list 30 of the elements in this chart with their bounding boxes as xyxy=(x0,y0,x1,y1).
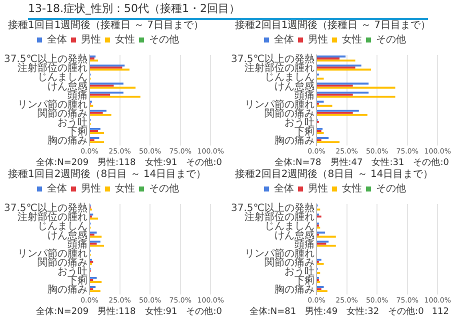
text: 全体:N=78 男性:47 女性:31 その他:0 xyxy=(274,158,449,169)
legend-label: 男性 xyxy=(81,34,101,46)
y-tick-label: 胸の痛み xyxy=(47,134,88,147)
legend-label: 男性 xyxy=(308,34,328,46)
legend-label: 女性 xyxy=(342,34,362,46)
text: 13-18.症状_性別：50代（接種1・2回目） xyxy=(27,1,241,17)
legend-label: その他 xyxy=(149,34,179,46)
legend-label: 女性 xyxy=(342,182,362,195)
legend-label: 男性 xyxy=(81,182,101,195)
legend-label: 男性 xyxy=(308,182,328,195)
legend-label: 全体 xyxy=(47,182,67,195)
text: 全体:N=209 男性:118 女性:91 その他:0 xyxy=(36,158,222,169)
legend-label: その他 xyxy=(149,182,179,195)
y-tick-label: 胸の痛み xyxy=(274,284,314,296)
chart-title: 接種1回目1週間後（接種日 ～ 7日目まで） xyxy=(7,20,204,31)
legend-label: 全体 xyxy=(274,182,294,195)
chart-title: 接種2回目2週間後（8日目 ～ 14日目まで） xyxy=(234,169,434,180)
text: 112 xyxy=(432,307,449,318)
y-tick-label: 胸の痛み xyxy=(47,284,88,296)
text: 全体:N=81 男性:49 女性:32 その他:0 xyxy=(249,307,424,318)
legend-label: その他 xyxy=(376,34,406,46)
legend-label: 女性 xyxy=(115,182,135,195)
legend-label: その他 xyxy=(376,182,406,195)
legend-label: 全体 xyxy=(274,34,294,46)
legend-label: 全体 xyxy=(47,34,67,46)
chart-title: 接種2回目1週間後（接種日 ～ 7日目まで） xyxy=(234,20,432,31)
chart-title: 接種1回目2週間後（8日目 ～ 14日目まで） xyxy=(7,169,208,180)
y-tick-label: 胸の痛み xyxy=(274,134,314,147)
text: 全体:N=209 男性:118 女性:91 その他:0 xyxy=(36,307,222,318)
legend-label: 女性 xyxy=(115,34,135,46)
